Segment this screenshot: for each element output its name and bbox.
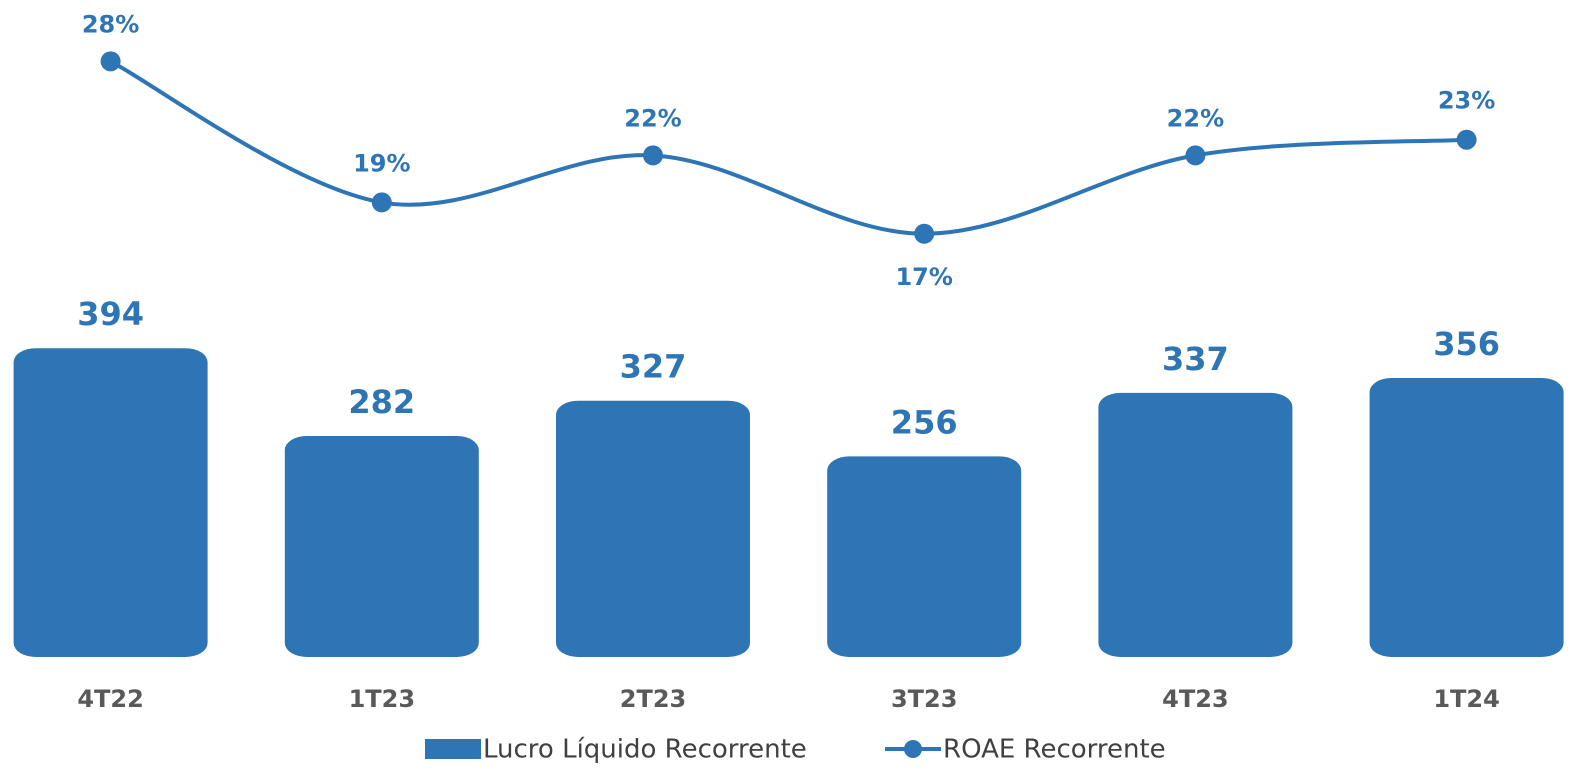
legend-swatch xyxy=(904,740,922,758)
bar xyxy=(556,400,750,657)
bar xyxy=(1369,377,1564,657)
bar-label: 282 xyxy=(348,383,415,421)
bar-label: 356 xyxy=(1433,325,1500,363)
line-label: 23% xyxy=(1438,87,1495,115)
x-tick-label: 4T22 xyxy=(77,685,143,713)
x-tick-label: 1T24 xyxy=(1433,685,1499,713)
legend-swatch xyxy=(425,739,481,759)
bar xyxy=(1098,392,1293,657)
line-label: 22% xyxy=(1167,104,1224,132)
bar xyxy=(284,435,479,657)
line-label: 22% xyxy=(624,104,681,132)
legend-label: Lucro Líquido Recorrente xyxy=(483,735,807,765)
x-tick-label: 1T23 xyxy=(349,685,415,713)
legend-label: ROAE Recorrente xyxy=(943,735,1166,765)
marker xyxy=(914,223,935,244)
bar xyxy=(827,456,1022,657)
marker xyxy=(371,192,392,213)
marker xyxy=(100,51,121,72)
x-tick-label: 3T23 xyxy=(891,685,957,713)
bar-label: 256 xyxy=(891,403,958,441)
marker xyxy=(1456,129,1477,150)
bar-label: 394 xyxy=(77,295,144,333)
line xyxy=(109,59,1467,236)
marker xyxy=(1185,145,1206,166)
line-label: 28% xyxy=(82,10,139,38)
line-label: 17% xyxy=(895,263,952,291)
marker xyxy=(643,145,663,166)
bar-label: 337 xyxy=(1162,340,1229,378)
bar xyxy=(13,348,208,657)
line-label: 19% xyxy=(353,149,410,177)
x-tick-label: 4T23 xyxy=(1162,685,1228,713)
bar-label: 327 xyxy=(620,348,687,386)
x-tick-label: 2T23 xyxy=(620,685,686,713)
